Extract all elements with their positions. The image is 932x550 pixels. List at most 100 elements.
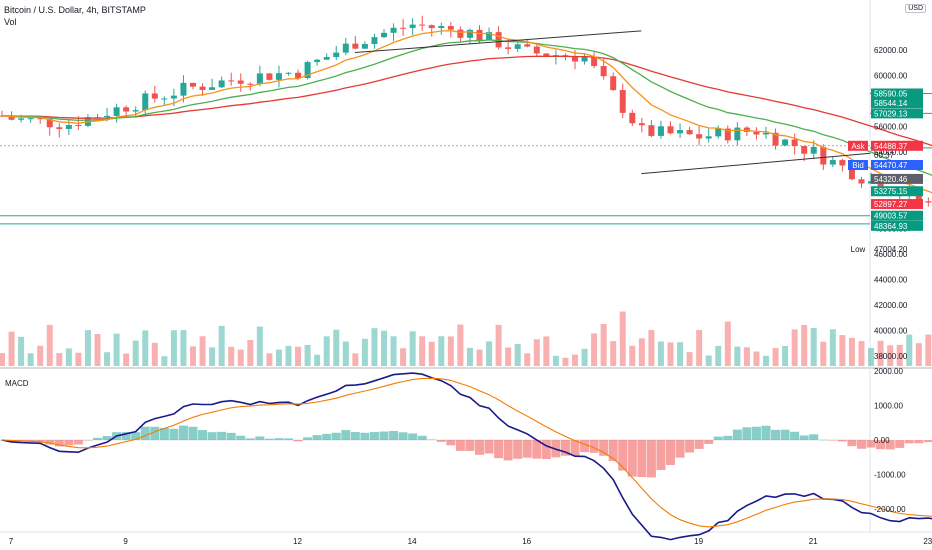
volume-bar (495, 324, 502, 366)
candle-body (572, 56, 578, 62)
macd-histogram-bar (732, 429, 742, 440)
candle-body (734, 127, 741, 141)
candle-body (75, 125, 82, 127)
candle-body (295, 72, 302, 79)
time-tick-label: 23 (923, 537, 932, 546)
macd-histogram-bar (398, 432, 408, 440)
volume-bar (199, 336, 206, 366)
candle-body (381, 32, 387, 38)
volume-bar (428, 341, 435, 366)
macd-tick-label: -2000.00 (874, 505, 906, 514)
candle-body (419, 24, 426, 26)
time-tick-label: 16 (522, 537, 531, 546)
macd-histogram-bar (560, 440, 570, 456)
chart-header: Bitcoin / U.S. Dollar, 4h, BITSTAMP Vol (4, 4, 146, 28)
macd-histogram-bar (45, 440, 55, 445)
volume-bar (514, 343, 521, 366)
macd-histogram-bar (857, 440, 866, 449)
price-tag (871, 108, 923, 119)
currency-button[interactable]: USD (905, 4, 926, 13)
price-tag-label: 49003.57 (874, 212, 908, 221)
macd-histogram-bar (818, 439, 828, 441)
macd-histogram-bar (475, 440, 484, 455)
volume-bar (715, 345, 722, 366)
candle-body (581, 56, 588, 62)
candle-body (266, 73, 273, 80)
macd-histogram-bar (198, 430, 208, 440)
price-tick-label: 38000.00 (874, 352, 908, 361)
volume-bar (27, 353, 34, 366)
macd-histogram-bar (494, 440, 504, 459)
volume-bar (466, 347, 473, 366)
volume-bar (151, 342, 158, 366)
moving-averages (1, 30, 932, 194)
candle-body (543, 53, 550, 57)
side-tag (848, 160, 868, 171)
candle-body (629, 112, 636, 124)
volume-bar (677, 342, 684, 366)
macd-histogram-bar (331, 432, 341, 440)
macd-histogram-bar (236, 435, 246, 440)
candle-body (743, 127, 750, 132)
macd-histogram-bar (637, 440, 647, 478)
volume-bar (505, 347, 512, 366)
volume-bar (829, 329, 836, 366)
candle-body (829, 160, 836, 165)
candle-body (27, 118, 34, 120)
volume-bar (686, 352, 693, 366)
macd-histogram-bar (150, 426, 160, 440)
macd-histogram-bar (350, 432, 360, 440)
candle-body (839, 160, 846, 166)
candle-body (858, 179, 865, 184)
volume-bar (275, 349, 282, 366)
macd-histogram-bar (93, 437, 102, 440)
price-tag (871, 98, 923, 109)
macd-histogram-bar (618, 440, 628, 471)
volume-bar (858, 341, 865, 366)
volume-label: Vol (4, 17, 17, 27)
macd-histogram-bar (408, 433, 418, 440)
macd-histogram-bar (780, 429, 790, 440)
candle-body (371, 37, 378, 45)
candle-body (132, 110, 139, 112)
macd-histogram-bar (685, 440, 695, 453)
candle-body (237, 80, 244, 84)
macd-histogram-bar (484, 440, 494, 454)
candle-body (591, 56, 598, 67)
volume-bar (600, 323, 607, 366)
volume-bar (409, 331, 416, 366)
candle-body (486, 32, 493, 41)
candle-body (677, 130, 684, 134)
candle-body (657, 126, 664, 136)
candle-body (514, 44, 521, 49)
price-tag-label: 54320.46 (874, 175, 908, 184)
volume-bar (84, 330, 91, 366)
time-tick-label: 21 (809, 537, 818, 546)
macd-histogram-bar (923, 440, 932, 443)
candle-body (361, 44, 368, 49)
macd-histogram-bar (771, 429, 781, 440)
volume-bar (543, 336, 550, 366)
candle-body (409, 24, 416, 28)
volume-bar (591, 333, 598, 366)
volume-bar (705, 355, 712, 366)
volume-bar (791, 329, 798, 366)
macd-histogram-bar (293, 440, 303, 442)
candle-body (247, 83, 254, 85)
volume-bar (190, 346, 196, 366)
volume-bar (75, 352, 82, 366)
macd-histogram-bar (503, 440, 513, 461)
volume-bar (638, 338, 645, 366)
candle-body (715, 128, 722, 137)
volume-bar (782, 345, 789, 366)
volume-bar (400, 348, 407, 366)
volume-bar (371, 328, 378, 366)
grid-lines (0, 0, 932, 533)
volume-bar (801, 324, 808, 366)
candle-body (619, 90, 626, 113)
macd-histogram-bar (465, 440, 475, 451)
macd-histogram-bar (169, 428, 179, 440)
candle-body (438, 26, 445, 29)
price-tag (871, 210, 923, 221)
